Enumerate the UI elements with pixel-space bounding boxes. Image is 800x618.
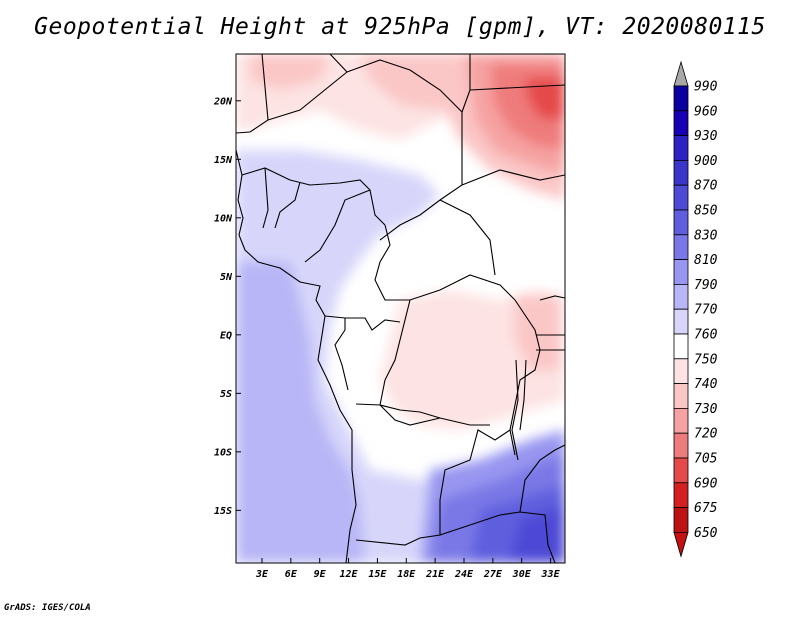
colorbar-label: 650 xyxy=(694,526,718,541)
colorbar-swatch xyxy=(673,159,689,186)
height-field-shading xyxy=(236,54,565,563)
colorbar-swatch xyxy=(673,308,689,335)
lon-tick-label: 3E xyxy=(255,569,269,580)
colorbar-label: 675 xyxy=(694,501,718,516)
colorbar-swatch xyxy=(673,234,689,261)
lon-tick-label: 21E xyxy=(425,569,445,580)
colorbar-label: 900 xyxy=(694,154,718,169)
colorbar-label: 740 xyxy=(694,377,718,392)
lat-tick-label: 15S xyxy=(214,506,232,517)
colorbar-swatch xyxy=(673,259,689,285)
map-panel xyxy=(236,54,565,563)
colorbar-swatch xyxy=(673,407,689,434)
colorbar-swatch xyxy=(673,358,689,384)
colorbar-label: 720 xyxy=(694,427,718,442)
lat-tick-label: 5S xyxy=(220,389,232,400)
colorbar-label: 705 xyxy=(694,452,718,467)
colorbar-swatch xyxy=(673,110,689,137)
colorbar-swatch xyxy=(673,283,689,310)
colorbar-swatch xyxy=(673,333,689,360)
lon-tick-label: 6E xyxy=(285,569,298,580)
colorbar-swatch xyxy=(673,135,689,161)
lat-tick-label: 5N xyxy=(220,272,233,283)
colorbar-label: 810 xyxy=(694,253,718,268)
lon-tick-label: 27E xyxy=(483,569,503,580)
grads-credit: GrADS: IGES/COLA xyxy=(4,603,91,613)
colorbar-swatch xyxy=(673,209,689,236)
colorbar-bottom-arrow xyxy=(673,532,689,558)
map-frame xyxy=(235,53,566,564)
colorbar-label: 830 xyxy=(694,228,718,243)
colorbar-label: 730 xyxy=(694,402,718,417)
lon-tick-label: 30E xyxy=(512,569,532,580)
lat-tick-label: 20N xyxy=(213,96,233,107)
lon-tick-label: 12E xyxy=(340,569,359,580)
lon-tick-label: 18E xyxy=(397,569,416,580)
colorbar-label: 790 xyxy=(694,278,718,293)
page-title: Geopotential Height at 925hPa [gpm], VT:… xyxy=(34,14,766,40)
colorbar-top-arrow xyxy=(673,60,689,87)
colorbar-swatch xyxy=(673,482,689,508)
colorbar-swatch xyxy=(673,432,689,459)
colorbar-swatch xyxy=(673,85,689,112)
lat-tick-label: 15N xyxy=(214,155,233,166)
colorbar: 990 960 930 900 870 850 830 810 790 770 760 750 740 7… xyxy=(673,60,718,558)
colorbar-swatch xyxy=(673,184,689,211)
lat-tick-label: 10S xyxy=(214,447,232,458)
latitude-axis: 20N 15N 10N 5N EQ 5S 10S 15S xyxy=(213,96,241,517)
colorbar-swatch xyxy=(673,383,689,409)
colorbar-label: 750 xyxy=(694,352,718,367)
colorbar-swatch xyxy=(673,457,689,484)
colorbar-label: 960 xyxy=(694,104,718,119)
colorbar-label: 770 xyxy=(694,303,718,318)
colorbar-label: 760 xyxy=(694,328,718,343)
colorbar-label: 690 xyxy=(694,476,718,491)
colorbar-swatch xyxy=(673,507,689,533)
colorbar-label: 850 xyxy=(694,204,718,219)
country-borders xyxy=(236,54,565,563)
lon-tick-label: 33E xyxy=(541,569,561,580)
lat-tick-label: 10N xyxy=(214,213,233,224)
lon-tick-label: 24E xyxy=(454,569,474,580)
colorbar-label: 930 xyxy=(694,129,718,144)
colorbar-label: 990 xyxy=(694,80,718,95)
lat-tick-label: EQ xyxy=(220,330,232,341)
longitude-axis: 3E 6E 9E 12E 15E 18E 21E 24E 27E 30E 33E xyxy=(255,558,561,580)
lon-tick-label: 9E xyxy=(314,569,327,580)
colorbar-label: 870 xyxy=(694,179,718,194)
lon-tick-label: 15E xyxy=(368,569,387,580)
